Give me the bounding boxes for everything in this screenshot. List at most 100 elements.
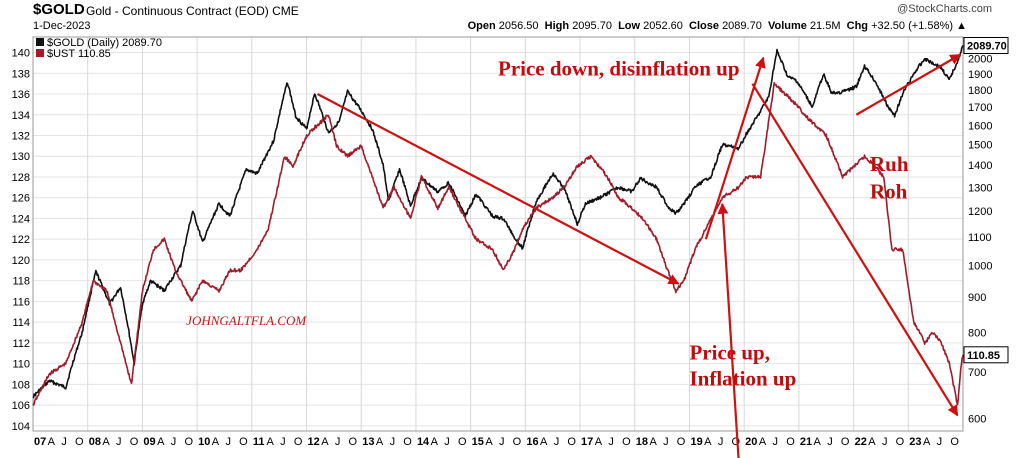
right-tick-label: 700: [968, 367, 986, 379]
x-tick-label: J: [390, 436, 396, 448]
x-tick-label: O: [950, 436, 959, 448]
left-tick-label: 104: [12, 421, 30, 433]
x-tick-label: 22: [855, 436, 867, 448]
right-tick-label: 2000: [968, 54, 992, 66]
x-tick-label: J: [171, 436, 177, 448]
series-line-gold: [32, 45, 964, 399]
symbol-title: $GOLD: [33, 1, 85, 18]
right-tick-label: 800: [968, 327, 986, 339]
left-tick-label: 128: [12, 172, 30, 184]
right-tick-label: 1400: [968, 160, 992, 172]
x-tick-label: J: [663, 436, 669, 448]
x-tick-label: O: [403, 436, 412, 448]
left-tick-label: 108: [12, 379, 30, 391]
x-tick-label: A: [540, 436, 548, 448]
x-tick-label: A: [48, 436, 56, 448]
stockcharts-watermark: @StockCharts.com: [897, 3, 992, 15]
right-tick-label: 1200: [968, 206, 992, 218]
x-tick-label: J: [554, 436, 560, 448]
x-tick-label: A: [212, 436, 220, 448]
x-tick-label: 20: [745, 436, 757, 448]
right-tick-label: 1500: [968, 140, 992, 152]
annotation-text: Roh: [870, 180, 908, 204]
x-tick-label: A: [267, 436, 275, 448]
trend-arrow: [855, 53, 962, 116]
x-tick-label: J: [773, 436, 779, 448]
left-tick-label: 132: [12, 131, 30, 143]
x-tick-label: 07: [34, 436, 46, 448]
left-tick-label: 140: [12, 48, 30, 60]
x-tick-label: J: [225, 436, 231, 448]
x-tick-label: A: [431, 436, 439, 448]
right-tick-label: 1800: [968, 85, 992, 97]
x-tick-label: O: [239, 436, 248, 448]
x-tick-label: O: [732, 436, 741, 448]
gold-last-value: 2089.70: [967, 40, 1007, 52]
left-tick-label: 138: [12, 68, 30, 80]
x-tick-label: J: [280, 436, 286, 448]
x-tick-label: A: [868, 436, 876, 448]
x-tick-label: 12: [308, 436, 320, 448]
annotation-arrows: [316, 53, 962, 458]
ust-last-box: [963, 346, 1009, 364]
x-tick-label: A: [704, 436, 712, 448]
left-tick-label: 114: [12, 317, 30, 329]
grid-lines: [32, 37, 963, 431]
legend-gold-swatch: [36, 38, 44, 46]
annotations: Price down, disinflation up Price up,Infl…: [186, 56, 909, 390]
series-group: [32, 45, 964, 406]
quote-line: Open 2056.50 High 2095.70 Low 2052.60 Cl…: [467, 20, 967, 32]
x-tick-label: 13: [362, 436, 374, 448]
left-tick-label: 116: [12, 296, 30, 308]
x-tick-label: A: [485, 436, 493, 448]
x-tick-label: 14: [417, 436, 430, 448]
x-tick-label: 16: [526, 436, 538, 448]
x-tick-label: 18: [636, 436, 648, 448]
right-tick-label: 900: [968, 292, 986, 304]
x-tick-label: A: [814, 436, 822, 448]
right-tick-label: 1600: [968, 120, 992, 132]
x-tick-label: O: [841, 436, 850, 448]
x-tick-label: O: [677, 436, 686, 448]
x-tick-label: O: [786, 436, 795, 448]
x-tick-label: O: [75, 436, 84, 448]
left-tick-label: 122: [12, 234, 30, 246]
x-tick-label: 09: [143, 436, 155, 448]
x-tick-label: 21: [800, 436, 812, 448]
x-tick-label: O: [567, 436, 576, 448]
site-watermark: JOHNGALTFLA.COM: [186, 313, 307, 328]
left-tick-label: 120: [12, 255, 30, 267]
series-line-ust: [32, 81, 964, 406]
x-tick-label: O: [458, 436, 467, 448]
left-tick-label: 110: [12, 359, 30, 371]
x-tick-label: A: [759, 436, 767, 448]
x-tick-label: A: [376, 436, 384, 448]
x-tick-label: J: [444, 436, 450, 448]
plot-frame: [32, 36, 964, 432]
x-tick-label: A: [157, 436, 165, 448]
left-tick-label: 118: [12, 276, 30, 288]
gold-last-box: [963, 36, 1009, 54]
x-tick-label: O: [130, 436, 139, 448]
last-value-labels: 2089.70 110.85: [963, 36, 1009, 364]
annotation-text: Price up,: [689, 340, 769, 364]
trend-arrow: [751, 83, 959, 417]
x-tick-label: J: [335, 436, 341, 448]
right-tick-label: 600: [968, 413, 986, 425]
x-tick-label: 11: [253, 436, 265, 448]
x-tick-label: J: [827, 436, 833, 448]
left-tick-label: 112: [12, 338, 30, 350]
x-tick-label: J: [61, 436, 66, 448]
chart-header: $GOLD Gold - Continuous Contract (EOD) C…: [0, 0, 1024, 40]
x-tick-label: A: [923, 436, 931, 448]
x-tick-label: A: [102, 436, 110, 448]
right-tick-label: 1100: [968, 232, 992, 244]
x-tick-label: A: [649, 436, 657, 448]
annotation-text: Ruh: [870, 152, 909, 176]
left-tick-label: 130: [12, 151, 30, 163]
x-tick-label: J: [937, 436, 943, 448]
x-tick-label: J: [608, 436, 614, 448]
left-tick-label: 134: [12, 110, 30, 122]
trend-arrow: [717, 202, 740, 458]
legend-gold: $GOLD (Daily) 2089.70: [47, 37, 162, 49]
